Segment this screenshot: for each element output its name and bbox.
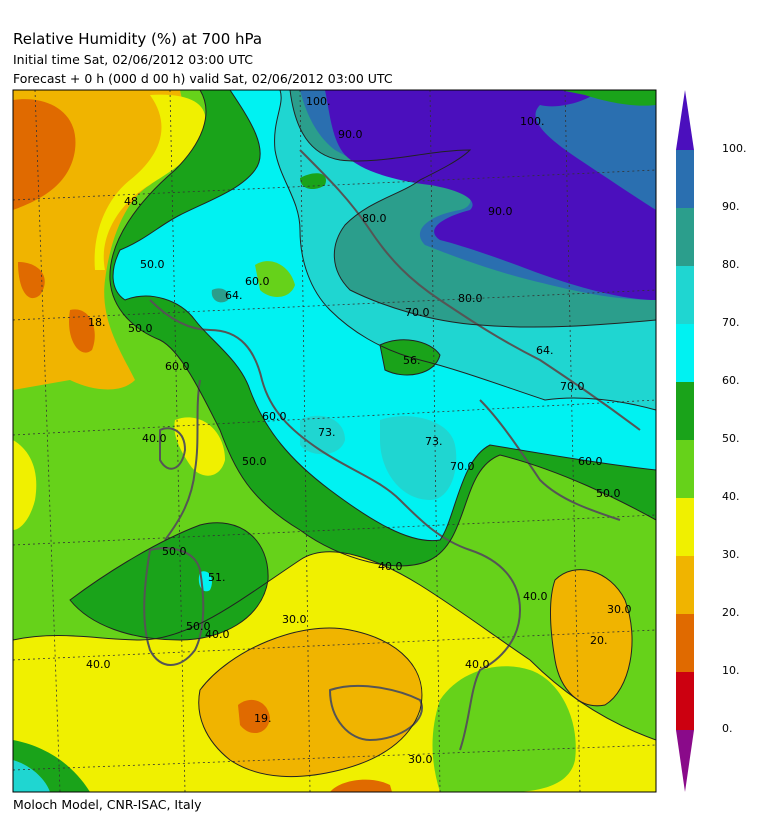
- band-20-30-east: [550, 569, 633, 706]
- colorbar-label-6: 40.: [722, 490, 740, 503]
- contour-70-east: 70.0: [560, 380, 585, 393]
- contour-30-bottom: 30.0: [408, 753, 433, 766]
- max-64-blob: [211, 288, 229, 303]
- min-19-south: 19.: [254, 712, 272, 725]
- contour-70-south: 70.0: [450, 460, 475, 473]
- colorbar-segment-50-60: [676, 382, 694, 440]
- contour-80-east: 80.0: [458, 292, 483, 305]
- band-30-40-west: [13, 440, 37, 530]
- colorbar-top-arrow: [676, 90, 694, 150]
- colorbar: 100. 90. 80. 70. 60. 50. 40. 30. 20. 10. 0.: [676, 90, 747, 792]
- colorbar-segment-30-40: [676, 498, 694, 556]
- contour-40-southeast: 40.0: [523, 590, 548, 603]
- band-60-70-bottom: [13, 760, 50, 792]
- chart-title: Relative Humidity (%) at 700 hPa: [13, 30, 263, 48]
- contour-50-northwest: 50.0: [140, 258, 165, 271]
- colorbar-segment-70-80: [676, 266, 694, 324]
- band-50-60-sardinia: [70, 522, 269, 640]
- contour-40-corsica: 40.0: [142, 432, 167, 445]
- min-56-adriatic: 56.: [403, 354, 421, 367]
- contour-100-northeast: 100.: [520, 115, 545, 128]
- colorbar-labels: 100. 90. 80. 70. 60. 50. 40. 30. 20. 10. 0.: [722, 142, 747, 735]
- colorbar-segment-10-20: [676, 614, 694, 672]
- max-73-center: 73.: [425, 435, 443, 448]
- contour-70-adriatic: 70.0: [405, 306, 430, 319]
- colorbar-label-9: 10.: [722, 664, 740, 677]
- colorbar-label-1: 90.: [722, 200, 740, 213]
- colorbar-label-0: 100.: [722, 142, 747, 155]
- colorbar-label-4: 60.: [722, 374, 740, 387]
- colorbar-label-8: 20.: [722, 606, 740, 619]
- band-30-40-corsica: [174, 417, 225, 476]
- band-10-20-spot-a: [18, 262, 45, 299]
- contour-50-sardinia: 50.0: [162, 545, 187, 558]
- colorbar-label-5: 50.: [722, 432, 740, 445]
- band-40-50-southeast: [432, 666, 576, 792]
- min-64-east: 64.: [536, 344, 554, 357]
- colorbar-label-7: 30.: [722, 548, 740, 561]
- contour-40-south: 40.0: [465, 658, 490, 671]
- colorbar-label-2: 80.: [722, 258, 740, 271]
- contour-lines: [13, 90, 656, 777]
- contour-90-north: 90.0: [338, 128, 363, 141]
- band-10-20-northwest: [13, 99, 76, 210]
- graticule: [13, 90, 656, 792]
- contour-50-west: 50.0: [128, 322, 153, 335]
- colorbar-segment-90-100: [676, 150, 694, 208]
- colorbar-segment-40-50: [676, 440, 694, 498]
- contour-50-sardinia-south: 50.0: [186, 620, 211, 633]
- max-73-tyrrhenian: 73.: [318, 426, 336, 439]
- band-70-80-center: [380, 416, 457, 500]
- contour-60-southeast: 60.0: [578, 455, 603, 468]
- forecast-valid-label: Forecast + 0 h (000 d 00 h) valid Sat, 0…: [13, 71, 393, 86]
- contour-40-sardinia: 40.0: [205, 628, 230, 641]
- colorbar-segment-60-70: [676, 324, 694, 382]
- min-64-alps: 64.: [225, 289, 243, 302]
- contour-50-southeast: 50.0: [596, 487, 621, 500]
- model-credit: Moloch Model, CNR-ISAC, Italy: [13, 797, 202, 812]
- band-100: [325, 90, 656, 300]
- colorbar-label-3: 70.: [722, 316, 740, 329]
- colorbar-label-10: 0.: [722, 722, 733, 735]
- contour-50-italy: 50.0: [242, 455, 267, 468]
- min-19-blob: [238, 699, 270, 734]
- contour-60-alps: 60.0: [245, 275, 270, 288]
- colorbar-segments: [676, 150, 694, 730]
- band-50-60-northeast: [560, 90, 656, 106]
- contour-30-east: 30.0: [607, 603, 632, 616]
- min-18-west: 18.: [88, 316, 106, 329]
- contour-60-ligurian: 60.0: [262, 410, 287, 423]
- contour-100-northwest: 100.: [306, 95, 331, 108]
- initial-time-label: Initial time Sat, 02/06/2012 03:00 UTC: [13, 52, 254, 67]
- map-frame: [12, 89, 657, 793]
- coastlines: [143, 149, 641, 751]
- contour-30-south: 30.0: [282, 613, 307, 626]
- contour-40-southwest: 40.0: [86, 658, 111, 671]
- colorbar-segment-0-10: [676, 672, 694, 730]
- band-10-20-spot-b: [69, 309, 95, 353]
- map-field: 90.0 100. 100. 90.0 80.0 80.0 70.0 70.0 …: [13, 90, 656, 792]
- contour-label-layer: 90.0 100. 100. 90.0 80.0 80.0 70.0 70.0 …: [86, 95, 632, 766]
- contour-80-center-north: 80.0: [362, 212, 387, 225]
- band-40-50-alps: [255, 261, 295, 297]
- band-50-60-north: [300, 173, 326, 190]
- contour-60-west: 60.0: [165, 360, 190, 373]
- colorbar-segment-80-90: [676, 208, 694, 266]
- colorbar-segment-20-30: [676, 556, 694, 614]
- min-20-east: 20.: [590, 634, 608, 647]
- colorbar-bottom-arrow: [676, 730, 694, 792]
- band-10-20-bottom: [330, 779, 392, 792]
- min-51-sardinia: 51.: [208, 571, 226, 584]
- band-30-40-alps: [94, 94, 206, 270]
- contour-90-east: 90.0: [488, 205, 513, 218]
- contour-40-italy: 40.0: [378, 560, 403, 573]
- min-48-alps: 48.: [124, 195, 142, 208]
